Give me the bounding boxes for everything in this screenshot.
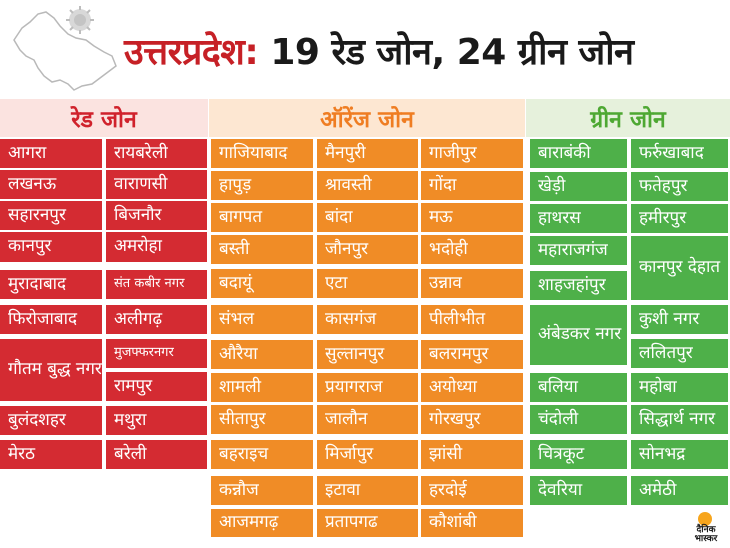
district-cell: अमरोहा bbox=[106, 232, 207, 262]
district-cell: कुशी नगर bbox=[631, 305, 728, 334]
district-cell: कानपुर bbox=[0, 232, 102, 262]
district-cell: लखनऊ bbox=[0, 170, 102, 199]
district-cell: बाराबंकी bbox=[530, 139, 627, 168]
district-cell: जौनपुर bbox=[317, 235, 418, 264]
district-cell: मिर्जापुर bbox=[317, 440, 418, 469]
uttar-pradesh-map-icon bbox=[13, 6, 117, 91]
district-cell: भदोही bbox=[421, 235, 523, 264]
district-cell: शाहजहांपुर bbox=[530, 271, 627, 300]
district-cell: आजमगढ़ bbox=[211, 509, 313, 537]
logo-text: दैनिक भास्कर bbox=[686, 526, 726, 544]
orange-zone-header: ऑरेंज जोन bbox=[209, 99, 525, 137]
district-cell: सहारनपुर bbox=[0, 201, 102, 230]
district-cell: बिजनौर bbox=[106, 201, 207, 230]
district-cell: अमेठी bbox=[631, 476, 728, 505]
district-cell: ललितपुर bbox=[631, 339, 728, 368]
district-cell: प्रयागराज bbox=[317, 373, 418, 402]
district-cell: बदायूं bbox=[211, 269, 313, 298]
district-cell: फिरोजाबाद bbox=[0, 305, 102, 334]
district-cell: मैनपुरी bbox=[317, 139, 418, 168]
district-cell: बागपत bbox=[211, 203, 313, 232]
district-cell: प्रतापगढ bbox=[317, 509, 418, 537]
district-cell: श्रावस्ती bbox=[317, 171, 418, 200]
district-cell: रायबरेली bbox=[106, 139, 207, 168]
logo-line-1: दैनिक bbox=[696, 525, 716, 535]
district-cell: बहराइच bbox=[211, 440, 313, 469]
district-cell: मऊ bbox=[421, 203, 523, 232]
district-cell: गोरखपुर bbox=[421, 405, 523, 434]
district-cell: महोबा bbox=[631, 373, 728, 402]
title-rest: 19 रेड जोन, 24 ग्रीन जोन bbox=[270, 31, 634, 73]
district-cell: उन्नाव bbox=[421, 269, 523, 298]
district-cell: रामपुर bbox=[106, 372, 207, 401]
district-cell: कौशांबी bbox=[421, 509, 523, 537]
sun-icon bbox=[698, 512, 712, 526]
green-zone-header: ग्रीन जोन bbox=[526, 99, 730, 137]
district-cell: बांदा bbox=[317, 203, 418, 232]
district-cell: अंबेडकर नगर bbox=[530, 305, 627, 365]
district-cell: सिद्धार्थ नगर bbox=[631, 405, 728, 434]
district-cell: बुलंदशहर bbox=[0, 406, 102, 435]
district-cell: कन्नौज bbox=[211, 476, 313, 505]
district-cell: बस्ती bbox=[211, 235, 313, 264]
district-cell: बलिया bbox=[530, 373, 627, 402]
district-cell: गौतम बुद्ध नगर bbox=[0, 339, 102, 401]
page-title: उत्तरप्रदेश: 19 रेड जोन, 24 ग्रीन जोन bbox=[124, 22, 634, 78]
district-cell: हाथरस bbox=[530, 204, 627, 233]
district-cell: आगरा bbox=[0, 139, 102, 168]
district-cell: फतेहपुर bbox=[631, 172, 728, 201]
district-cell: सीतापुर bbox=[211, 405, 313, 434]
district-cell: औरैया bbox=[211, 340, 313, 369]
district-cell: झांसी bbox=[421, 440, 523, 469]
dainik-bhaskar-logo: दैनिक भास्कर bbox=[686, 512, 726, 546]
district-cell: हरदोई bbox=[421, 476, 523, 505]
district-cell: मथुरा bbox=[106, 406, 207, 435]
district-cell: मुरादाबाद bbox=[0, 270, 102, 299]
district-cell: देवरिया bbox=[530, 476, 627, 505]
district-cell: संभल bbox=[211, 305, 313, 334]
district-cell: बरेली bbox=[106, 440, 207, 469]
district-cell: मेरठ bbox=[0, 440, 102, 469]
district-cell: कासगंज bbox=[317, 305, 418, 334]
district-cell: हमीरपुर bbox=[631, 204, 728, 233]
district-cell: वाराणसी bbox=[106, 170, 207, 199]
header: उत्तरप्रदेश: 19 रेड जोन, 24 ग्रीन जोन bbox=[0, 0, 730, 98]
logo-line-2: भास्कर bbox=[694, 534, 718, 544]
red-zone-header: रेड जोन bbox=[0, 99, 208, 137]
district-cell: फर्रुखाबाद bbox=[631, 139, 728, 168]
district-cell: जालौन bbox=[317, 405, 418, 434]
district-cell: चंदोली bbox=[530, 405, 627, 434]
district-cell: हापुड़ bbox=[211, 171, 313, 200]
district-cell: कानपुर देहात bbox=[631, 236, 728, 300]
district-cell: बलरामपुर bbox=[421, 340, 523, 369]
title-state: उत्तरप्रदेश: bbox=[124, 31, 259, 73]
district-cell: चित्रकूट bbox=[530, 440, 627, 469]
district-cell: गोंदा bbox=[421, 171, 523, 200]
district-cell: महाराजगंज bbox=[530, 236, 627, 265]
district-cell: गाजीपुर bbox=[421, 139, 523, 168]
district-cell: पीलीभीत bbox=[421, 305, 523, 334]
district-cell: मुजफ्फरनगर bbox=[106, 339, 207, 368]
district-cell: सोनभद्र bbox=[631, 440, 728, 469]
district-cell: सुल्तानपुर bbox=[317, 340, 418, 369]
district-cell: एटा bbox=[317, 269, 418, 298]
district-cell: संत कबीर नगर bbox=[106, 270, 207, 299]
district-cell: खेड़ी bbox=[530, 172, 627, 201]
district-cell: शामली bbox=[211, 373, 313, 402]
district-cell: गाजियाबाद bbox=[211, 139, 313, 168]
district-cell: इटावा bbox=[317, 476, 418, 505]
district-cell: अलीगढ़ bbox=[106, 305, 207, 334]
district-cell: अयोध्या bbox=[421, 373, 523, 402]
